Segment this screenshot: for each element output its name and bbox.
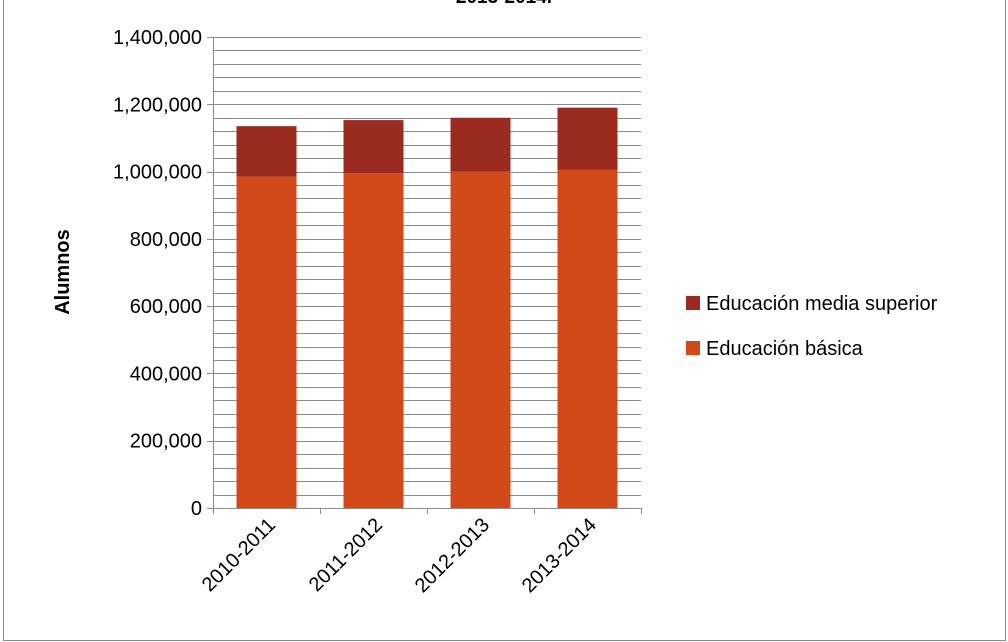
y-tick-label: 400,000 [130, 363, 202, 385]
x-tick-labels: 2010-2011 2011-2012 2012-2013 2013-2014 [198, 514, 601, 597]
bar-segment-media-superior-1 [236, 126, 297, 177]
bar-segment-basica-1 [236, 176, 297, 508]
chart-frame [3, 0, 1006, 641]
bar-segment-basica-3 [450, 171, 511, 509]
y-tick-label: 600,000 [130, 296, 202, 318]
legend: Educación media superior Educación básica [686, 293, 938, 360]
legend-swatch [686, 296, 700, 310]
bar-segment-media-superior-3 [450, 117, 511, 172]
legend-label: Educación media superior [706, 293, 938, 315]
bars [236, 107, 618, 509]
bar-segment-media-superior-4 [557, 107, 618, 170]
axes [207, 37, 642, 514]
x-tick-label: 2012-2013 [411, 514, 494, 597]
y-tick-label: 800,000 [130, 229, 202, 251]
bar-segment-basica-2 [343, 173, 404, 508]
x-tick-label: 2011-2012 [305, 514, 387, 596]
legend-label: Educación básica [706, 338, 864, 360]
bar-segment-basica-4 [557, 169, 618, 508]
chart-title: 2013-2014. [0, 0, 1008, 9]
y-tick-label: 200,000 [130, 431, 202, 453]
y-tick-label: 1,000,000 [113, 162, 202, 184]
bar-segment-media-superior-2 [343, 120, 404, 174]
y-tick-labels: 0 200,000 400,000 600,000 800,000 1,000,000 1,… [113, 27, 202, 520]
legend-swatch [686, 341, 700, 355]
y-axis-label: Alumnos [52, 229, 74, 315]
x-tick-label: 2013-2014 [518, 514, 601, 597]
y-tick-label: 1,400,000 [113, 27, 202, 49]
y-tick-label: 0 [191, 498, 202, 520]
y-tick-label: 1,200,000 [113, 94, 202, 116]
x-tick-label: 2010-2011 [198, 514, 280, 596]
